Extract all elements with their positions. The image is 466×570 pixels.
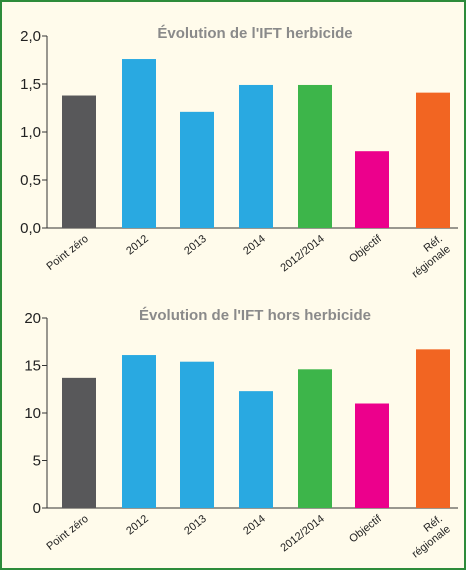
y-tick-label: 1,5 bbox=[20, 76, 41, 93]
x-tick-label: 2012/2014 bbox=[278, 513, 326, 554]
bar bbox=[416, 349, 450, 508]
bar bbox=[180, 361, 214, 508]
bar bbox=[239, 84, 273, 229]
y-tick-label: 0,5 bbox=[20, 172, 41, 189]
y-tick-label: 15 bbox=[24, 358, 41, 375]
x-tick-label: 2012 bbox=[124, 513, 151, 538]
bar bbox=[239, 391, 273, 508]
x-tick-label: Réf.régionale bbox=[402, 513, 453, 561]
bar bbox=[298, 369, 332, 508]
x-tick-label: Objectif bbox=[347, 232, 385, 265]
y-tick-label: 10 bbox=[24, 405, 41, 422]
x-tick-label: Point zéro bbox=[44, 233, 90, 273]
y-tick-label: 20 bbox=[24, 310, 41, 327]
bar bbox=[298, 84, 332, 229]
y-tick-label: 0 bbox=[33, 500, 41, 517]
bar bbox=[62, 95, 96, 229]
x-tick-label: 2013 bbox=[182, 233, 209, 258]
x-tick-label: 2013 bbox=[182, 513, 209, 538]
x-tick-label: 2014 bbox=[241, 233, 268, 258]
y-tick-label: 0,0 bbox=[20, 220, 41, 237]
bar bbox=[180, 111, 214, 228]
chart-2: Évolution de l'IFT hors herbicide 0 5 10 15 2… bbox=[24, 307, 458, 560]
bar bbox=[62, 377, 96, 508]
x-tick-label: Objectif bbox=[347, 512, 385, 545]
x-tick-label: 2014 bbox=[241, 513, 268, 538]
bar bbox=[355, 403, 389, 508]
x-tick-label: Réf.régionale bbox=[402, 233, 453, 281]
chart-title: Évolution de l'IFT hors herbicide bbox=[139, 307, 371, 324]
bar bbox=[355, 151, 389, 228]
x-tick-label: 2012/2014 bbox=[278, 233, 326, 274]
bar bbox=[122, 59, 156, 228]
chart-title: Évolution de l'IFT herbicide bbox=[157, 25, 352, 42]
chart-1: Évolution de l'IFT herbicide 0,0 0,5 1,0 1,5… bbox=[20, 25, 458, 280]
x-tick-label: Point zéro bbox=[44, 513, 90, 553]
y-tick-label: 1,0 bbox=[20, 124, 41, 141]
bar bbox=[416, 92, 450, 228]
x-tick-label: 2012 bbox=[124, 233, 151, 258]
bar bbox=[122, 355, 156, 508]
y-tick-label: 2,0 bbox=[20, 28, 41, 45]
y-tick-label: 5 bbox=[33, 453, 41, 470]
